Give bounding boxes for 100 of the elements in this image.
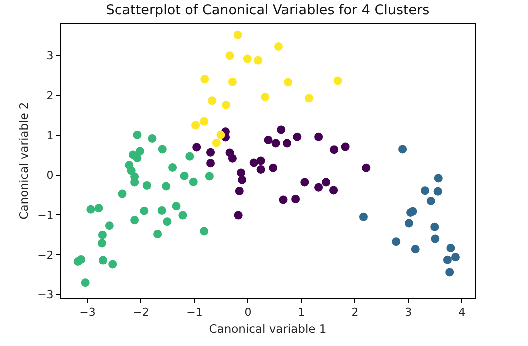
point	[292, 194, 300, 204]
point	[341, 142, 350, 152]
y-tick-label: 0	[46, 169, 54, 182]
point	[136, 147, 144, 156]
x-tick-label: −2	[133, 306, 150, 320]
y-tick-label: −1	[38, 209, 54, 222]
point	[148, 134, 157, 143]
point	[142, 181, 152, 190]
point	[304, 94, 314, 103]
x-tick-label: 0	[244, 306, 252, 320]
point	[359, 212, 368, 222]
point	[451, 253, 460, 262]
point	[446, 268, 454, 277]
y-tick-label: −2	[38, 248, 54, 262]
point	[200, 227, 209, 236]
point	[237, 168, 246, 178]
point	[238, 176, 247, 184]
point	[284, 78, 293, 87]
y-tick-label: 1	[46, 129, 54, 142]
point	[243, 54, 252, 64]
x-tick-label: −1	[186, 306, 203, 320]
point	[216, 130, 226, 140]
point	[330, 186, 338, 195]
point	[208, 96, 217, 106]
point	[172, 202, 181, 211]
x-tick-label: −3	[80, 306, 96, 320]
chart-title: Scatterplot of Canonical Variables for 4 Clusters	[106, 2, 430, 19]
point	[226, 52, 234, 60]
point	[434, 174, 443, 183]
point	[334, 76, 342, 86]
point	[279, 196, 288, 204]
point	[314, 132, 324, 142]
point	[446, 244, 456, 252]
point	[98, 230, 107, 240]
point	[200, 75, 210, 84]
point	[158, 206, 166, 216]
point	[189, 178, 198, 186]
point	[274, 42, 283, 51]
point	[99, 256, 108, 265]
y-tick-label: 3	[46, 50, 54, 63]
point	[411, 245, 420, 254]
point	[430, 222, 440, 232]
point	[105, 222, 114, 230]
point	[228, 78, 237, 86]
point	[254, 56, 263, 65]
point	[180, 172, 189, 180]
point	[293, 132, 302, 142]
point	[277, 126, 286, 134]
point	[192, 143, 202, 152]
point	[314, 183, 324, 192]
point	[200, 117, 209, 126]
x-tick-label: 2	[352, 306, 359, 320]
point	[108, 260, 118, 269]
point	[228, 154, 237, 163]
point	[158, 145, 167, 154]
point	[283, 139, 292, 148]
x-tick-label: 3	[405, 306, 412, 320]
point	[130, 216, 140, 225]
point	[133, 154, 142, 162]
point	[81, 278, 90, 288]
point	[443, 256, 452, 264]
point	[322, 178, 331, 187]
point	[362, 164, 371, 172]
point	[163, 218, 172, 226]
point	[261, 93, 270, 102]
y-tick-label: −3	[38, 288, 54, 302]
point	[94, 204, 104, 213]
point	[222, 100, 231, 110]
point	[392, 238, 401, 246]
point	[421, 186, 430, 196]
y-axis-title: Canonical variable 2	[17, 102, 32, 220]
point	[426, 196, 436, 206]
point	[264, 136, 273, 145]
point	[118, 190, 127, 198]
point	[206, 148, 216, 157]
point	[235, 187, 244, 196]
point	[404, 219, 414, 228]
point	[434, 187, 442, 196]
y-tick-label: 2	[46, 90, 54, 103]
x-tick-label: 1	[298, 306, 306, 320]
point	[192, 121, 200, 130]
point	[250, 158, 258, 168]
point	[168, 164, 178, 172]
x-axis-title: Canonical variable 1	[209, 322, 327, 336]
point	[133, 130, 142, 140]
point	[178, 211, 188, 220]
point	[162, 182, 171, 191]
point	[256, 166, 266, 174]
point	[256, 156, 266, 166]
point	[86, 205, 96, 214]
point	[398, 145, 408, 154]
point	[206, 159, 216, 168]
point	[154, 230, 162, 239]
point	[269, 164, 278, 172]
x-tick-label: 4	[458, 306, 466, 320]
point	[140, 206, 149, 216]
point	[205, 172, 214, 181]
point	[212, 138, 221, 148]
point	[330, 146, 339, 154]
point	[186, 152, 194, 161]
